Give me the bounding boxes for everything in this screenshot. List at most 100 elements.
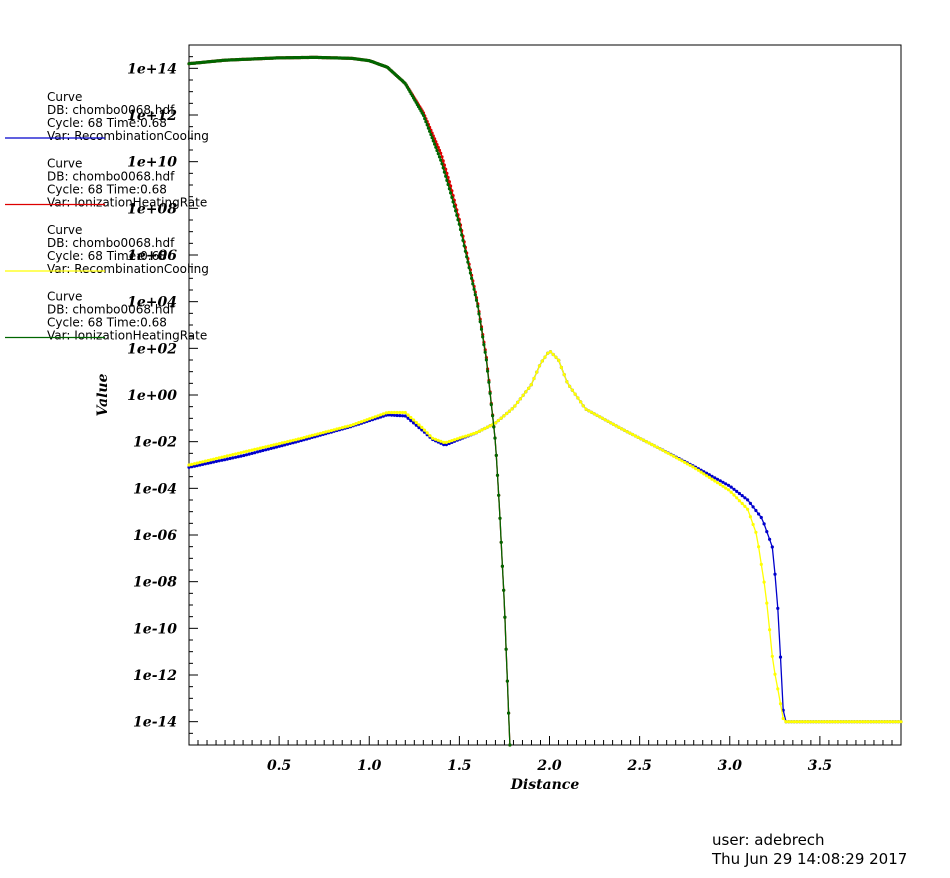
y-tick-label: 1e+06 bbox=[127, 248, 177, 264]
legend-line: DB: chombo0068.hdf bbox=[47, 170, 175, 184]
series-4-point bbox=[440, 162, 444, 166]
series-3-point bbox=[354, 422, 358, 426]
series-3-point bbox=[414, 420, 418, 425]
series-3-point bbox=[327, 429, 331, 433]
series-3-point bbox=[384, 411, 388, 415]
series-1-point bbox=[272, 446, 276, 450]
series-4-point bbox=[429, 132, 433, 137]
series-3-point bbox=[310, 433, 314, 437]
series-3-point bbox=[507, 409, 511, 413]
series-3-point bbox=[332, 428, 336, 432]
series-3-point bbox=[316, 432, 320, 436]
series-4-point bbox=[463, 249, 467, 253]
series-3-point bbox=[406, 413, 410, 417]
series-3-point bbox=[557, 358, 561, 362]
series-1-point bbox=[266, 447, 270, 451]
series-3-point bbox=[652, 444, 657, 448]
series-1-point bbox=[713, 476, 717, 480]
series-3-point bbox=[190, 462, 194, 466]
legend-line: Curve bbox=[47, 157, 82, 171]
series-4-point bbox=[471, 282, 475, 286]
series-1-point bbox=[239, 454, 243, 458]
series-3-point bbox=[754, 530, 758, 534]
series-4-point bbox=[478, 320, 482, 324]
series-4-point bbox=[494, 453, 498, 457]
series-3-point bbox=[296, 437, 301, 441]
series-3-point bbox=[496, 418, 500, 423]
x-tick-label: 3.0 bbox=[718, 758, 743, 774]
series-3-point bbox=[214, 456, 218, 461]
series-3-point bbox=[825, 720, 829, 724]
series-3-point bbox=[636, 435, 640, 439]
series-3-point bbox=[666, 451, 670, 455]
series-4-point bbox=[482, 343, 486, 347]
series-3-point bbox=[398, 410, 402, 415]
series-1-point bbox=[192, 464, 197, 468]
y-tick-label: 1e-12 bbox=[133, 668, 177, 684]
series-3-point bbox=[592, 412, 596, 416]
series-3-point bbox=[209, 458, 213, 462]
series-3-point bbox=[732, 493, 736, 497]
series-1-point bbox=[258, 449, 262, 453]
series-3-point bbox=[726, 488, 731, 492]
series-3-point bbox=[811, 720, 816, 724]
series-3-point bbox=[841, 720, 846, 724]
x-tick-label: 1.5 bbox=[447, 758, 471, 774]
series-3-point bbox=[244, 449, 249, 453]
series-3-point bbox=[885, 720, 889, 724]
series-3-point bbox=[707, 475, 711, 479]
series-3-point bbox=[217, 456, 221, 460]
series-1-point bbox=[710, 474, 714, 478]
series-1-point bbox=[773, 572, 777, 576]
legend-line: Var: RecombinationCooling bbox=[47, 262, 209, 276]
series-3-point bbox=[338, 426, 342, 430]
series-3-point bbox=[376, 414, 380, 418]
series-3-point bbox=[861, 720, 865, 724]
series-4-point bbox=[495, 473, 500, 477]
y-tick-label: 1e-10 bbox=[133, 621, 177, 637]
series-1-point bbox=[765, 530, 769, 534]
series-1-point bbox=[746, 498, 750, 502]
series-3-point bbox=[537, 364, 542, 368]
series-4-point bbox=[426, 126, 430, 130]
series-1-point bbox=[250, 451, 254, 455]
series-3-point bbox=[644, 440, 648, 444]
series-3-point bbox=[880, 720, 884, 724]
series-3-point bbox=[595, 413, 599, 417]
series-3-point bbox=[579, 400, 583, 404]
series-3-point bbox=[806, 720, 810, 724]
series-1-point bbox=[776, 606, 780, 611]
series-3-point bbox=[554, 355, 558, 359]
series-3-point bbox=[872, 720, 876, 724]
series-1-point bbox=[242, 453, 246, 458]
series-4-point bbox=[473, 293, 477, 297]
series-3-point bbox=[477, 429, 481, 433]
series-4-point bbox=[425, 123, 429, 127]
series-4-point bbox=[460, 233, 464, 237]
series-3-point bbox=[899, 720, 903, 724]
series-4-point bbox=[488, 391, 492, 395]
series-1-point bbox=[206, 461, 210, 465]
series-3-point bbox=[272, 443, 276, 447]
series-3-point bbox=[255, 447, 260, 451]
series-1-point bbox=[244, 453, 249, 457]
series-3-point bbox=[277, 442, 281, 446]
series-4-point bbox=[461, 238, 465, 242]
series-3-point bbox=[869, 720, 873, 724]
series-3-point bbox=[379, 413, 383, 417]
series-4-point bbox=[491, 414, 495, 418]
series-3-point bbox=[231, 453, 235, 457]
y-tick-label: 1e-08 bbox=[133, 575, 177, 591]
series-4-point bbox=[470, 276, 474, 280]
series-4-point bbox=[439, 158, 443, 162]
series-3-point bbox=[844, 720, 848, 724]
series-3-point bbox=[469, 432, 473, 436]
series-3-point bbox=[609, 421, 613, 425]
series-3-point bbox=[850, 720, 854, 724]
series-3-point bbox=[822, 720, 826, 724]
series-1-point bbox=[762, 522, 766, 526]
series-3-point bbox=[650, 442, 654, 447]
series-4-point bbox=[457, 222, 461, 226]
y-tick-label: 1e+04 bbox=[127, 295, 177, 311]
